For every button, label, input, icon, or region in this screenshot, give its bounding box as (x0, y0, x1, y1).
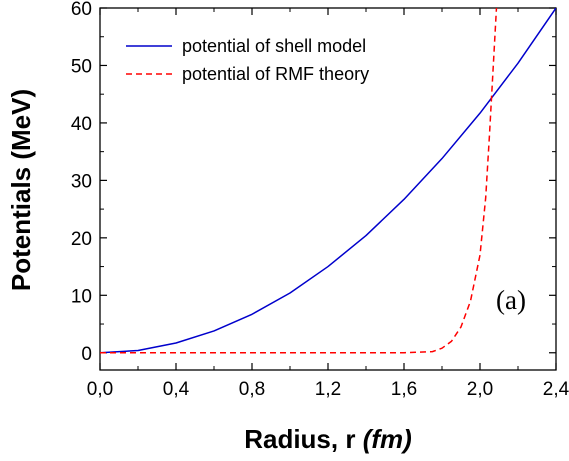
x-tick-label: 0,8 (239, 379, 265, 400)
legend-label-rmf-theory: potential of RMF theory (182, 64, 369, 84)
y-tick-label: 50 (71, 56, 92, 77)
x-tick-label: 1,2 (315, 379, 341, 400)
y-tick-label: 40 (71, 114, 92, 135)
y-axis-title: Potentials (MeV) (6, 89, 36, 291)
legend: potential of shell model potential of RM… (126, 36, 369, 84)
legend-label-shell-model: potential of shell model (182, 36, 366, 56)
series-line-shell-model (100, 8, 556, 354)
x-tick-label: 0,0 (87, 379, 113, 400)
x-tick-label: 2,4 (543, 379, 569, 400)
x-axis-title-unit: (fm) (363, 424, 412, 454)
y-tick-label: 10 (71, 286, 92, 307)
y-tick-label: 60 (71, 0, 92, 20)
y-tick-label: 0 (81, 344, 92, 365)
plot-frame (99, 7, 557, 371)
series-line-rmf-theory (100, 8, 498, 354)
x-tick-label: 2,0 (467, 379, 493, 400)
x-axis-title-text: Radius, r (244, 424, 362, 454)
x-tick-label: 1,6 (391, 379, 417, 400)
x-tick-label: 0,4 (163, 379, 190, 400)
y-tick-label: 20 (71, 229, 92, 250)
x-axis-title: Radius, r (fm) (244, 424, 412, 454)
panel-annotation: (a) (496, 285, 526, 315)
y-tick-label: 30 (71, 171, 92, 192)
